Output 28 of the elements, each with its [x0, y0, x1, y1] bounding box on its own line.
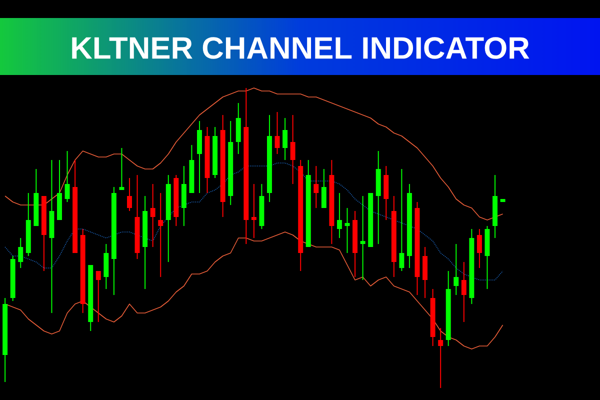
candlestick — [181, 165, 186, 226]
candlestick — [476, 228, 482, 268]
chart-title: KLTNER CHANNEL INDICATOR — [72, 37, 530, 59]
candlestick — [438, 328, 444, 388]
candlestick — [360, 195, 366, 280]
candlestick — [236, 102, 241, 154]
candlestick — [196, 120, 202, 194]
candlestick — [150, 183, 156, 248]
candlestick — [282, 117, 288, 160]
candlestick — [321, 168, 326, 208]
candlestick — [384, 165, 389, 220]
candlestick — [64, 150, 70, 202]
candlestick — [399, 168, 404, 272]
candlestick — [158, 192, 164, 278]
candlestick — [454, 244, 459, 296]
candlestick — [127, 177, 132, 212]
candlestick — [290, 114, 296, 184]
candlestick — [336, 192, 342, 238]
candlestick — [119, 147, 124, 190]
candlestick — [344, 207, 350, 254]
candlestick — [461, 262, 466, 322]
candlestick — [18, 238, 24, 268]
candlestick — [96, 270, 101, 322]
candlestick — [251, 183, 256, 238]
candlestick — [104, 244, 109, 290]
candlestick — [422, 246, 428, 298]
candlestick — [274, 111, 280, 154]
candlestick — [314, 165, 319, 208]
